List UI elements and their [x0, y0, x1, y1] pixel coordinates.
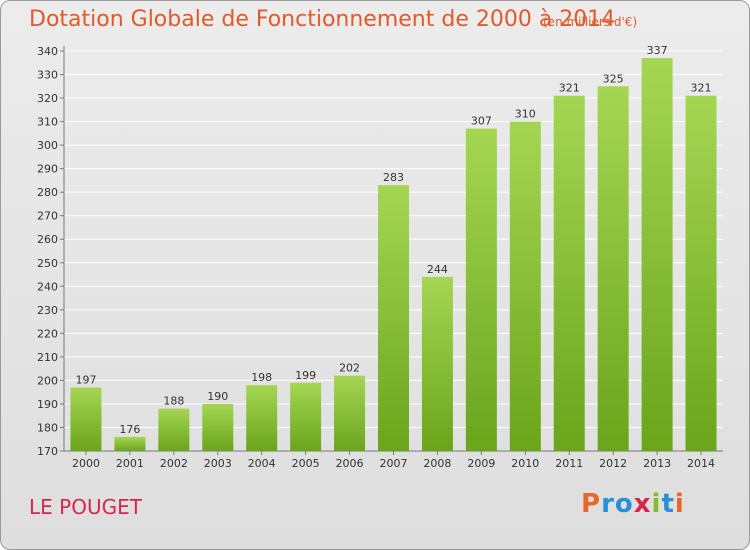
y-tick-label: 310: [37, 116, 58, 129]
bar: [70, 387, 102, 451]
data-labels: 197 176 188 190 198 199 202 283 244 307 310 321 325 3…: [75, 44, 711, 436]
logo-letter: o: [614, 489, 634, 519]
logo-letter: x: [633, 489, 652, 519]
x-tick-label: 2010: [511, 457, 539, 470]
y-tick-label: 270: [37, 210, 58, 223]
bar-value-label: 337: [647, 44, 668, 57]
bar-value-label: 199: [295, 369, 316, 382]
x-tick-label: 2012: [599, 457, 627, 470]
x-tick-label: 2006: [336, 457, 364, 470]
bar: [334, 375, 366, 451]
bar: [378, 185, 409, 451]
bar-value-label: 325: [603, 72, 624, 85]
bar-value-label: 283: [383, 171, 404, 184]
x-tick-label: 2003: [204, 457, 232, 470]
bar-value-label: 321: [559, 82, 580, 95]
y-tick-label: 330: [37, 69, 58, 82]
bar: [509, 121, 541, 452]
bar-value-label: 202: [339, 362, 360, 375]
y-tick-label: 210: [37, 351, 58, 364]
x-tick-label: 2009: [467, 457, 495, 470]
y-tick-label: 250: [37, 257, 58, 270]
chart-subtitle: (en milliers d'€): [543, 15, 638, 29]
x-tick-label: 2004: [248, 457, 276, 470]
bar-value-label: 197: [75, 373, 96, 386]
y-tick-label: 280: [37, 186, 58, 199]
y-tick-label: 200: [37, 374, 58, 387]
x-tick-label: 2000: [72, 457, 100, 470]
y-tick-label: 170: [37, 445, 58, 458]
y-tick-label: 300: [37, 139, 58, 152]
y-tick-label: 190: [37, 398, 58, 411]
y-tick-label: 290: [37, 163, 58, 176]
x-tick-label: 2007: [380, 457, 408, 470]
y-tick-label: 320: [37, 92, 58, 105]
x-tick-label: 2014: [687, 457, 715, 470]
x-tick-label: 2005: [292, 457, 320, 470]
proxiti-logo: Proxiti: [581, 489, 685, 519]
bars: [70, 58, 717, 452]
bar: [158, 408, 190, 451]
y-tick-label: 260: [37, 233, 58, 246]
logo-letter: t: [661, 489, 675, 519]
bar: [114, 436, 146, 451]
bar: [246, 385, 278, 451]
logo-letter: i: [674, 489, 685, 519]
x-tick-label: 2008: [423, 457, 451, 470]
bar-value-label: 188: [163, 395, 184, 408]
bar-value-label: 198: [251, 371, 272, 384]
bar-value-label: 244: [427, 263, 448, 276]
y-tick-label: 220: [37, 327, 58, 340]
bar-value-label: 176: [119, 423, 140, 436]
bar: [421, 276, 453, 451]
bar: [685, 95, 717, 452]
bar-value-label: 190: [207, 390, 228, 403]
bar: [465, 128, 497, 451]
logo-letter: r: [601, 489, 615, 519]
logo-letter: P: [581, 489, 602, 519]
bar-value-label: 307: [471, 115, 492, 128]
y-tick-label: 180: [37, 421, 58, 434]
x-tick-label: 2013: [643, 457, 671, 470]
x-tick-label: 2001: [116, 457, 144, 470]
y-tick-label: 240: [37, 280, 58, 293]
bar: [553, 95, 585, 452]
y-tick-label: 340: [37, 45, 58, 58]
bar: [202, 403, 234, 451]
x-tick-label: 2002: [160, 457, 188, 470]
chart-title: Dotation Globale de Fonctionnement de 20…: [29, 7, 616, 32]
bar-value-label: 321: [691, 82, 712, 95]
bar: [641, 58, 673, 451]
logo-letter: i: [651, 489, 662, 519]
bar: [597, 86, 629, 451]
x-tick-label: 2011: [555, 457, 583, 470]
bar: [290, 382, 322, 451]
y-tick-label: 230: [37, 304, 58, 317]
commune-name: LE POUGET: [29, 495, 142, 519]
bar-value-label: 310: [515, 108, 536, 121]
